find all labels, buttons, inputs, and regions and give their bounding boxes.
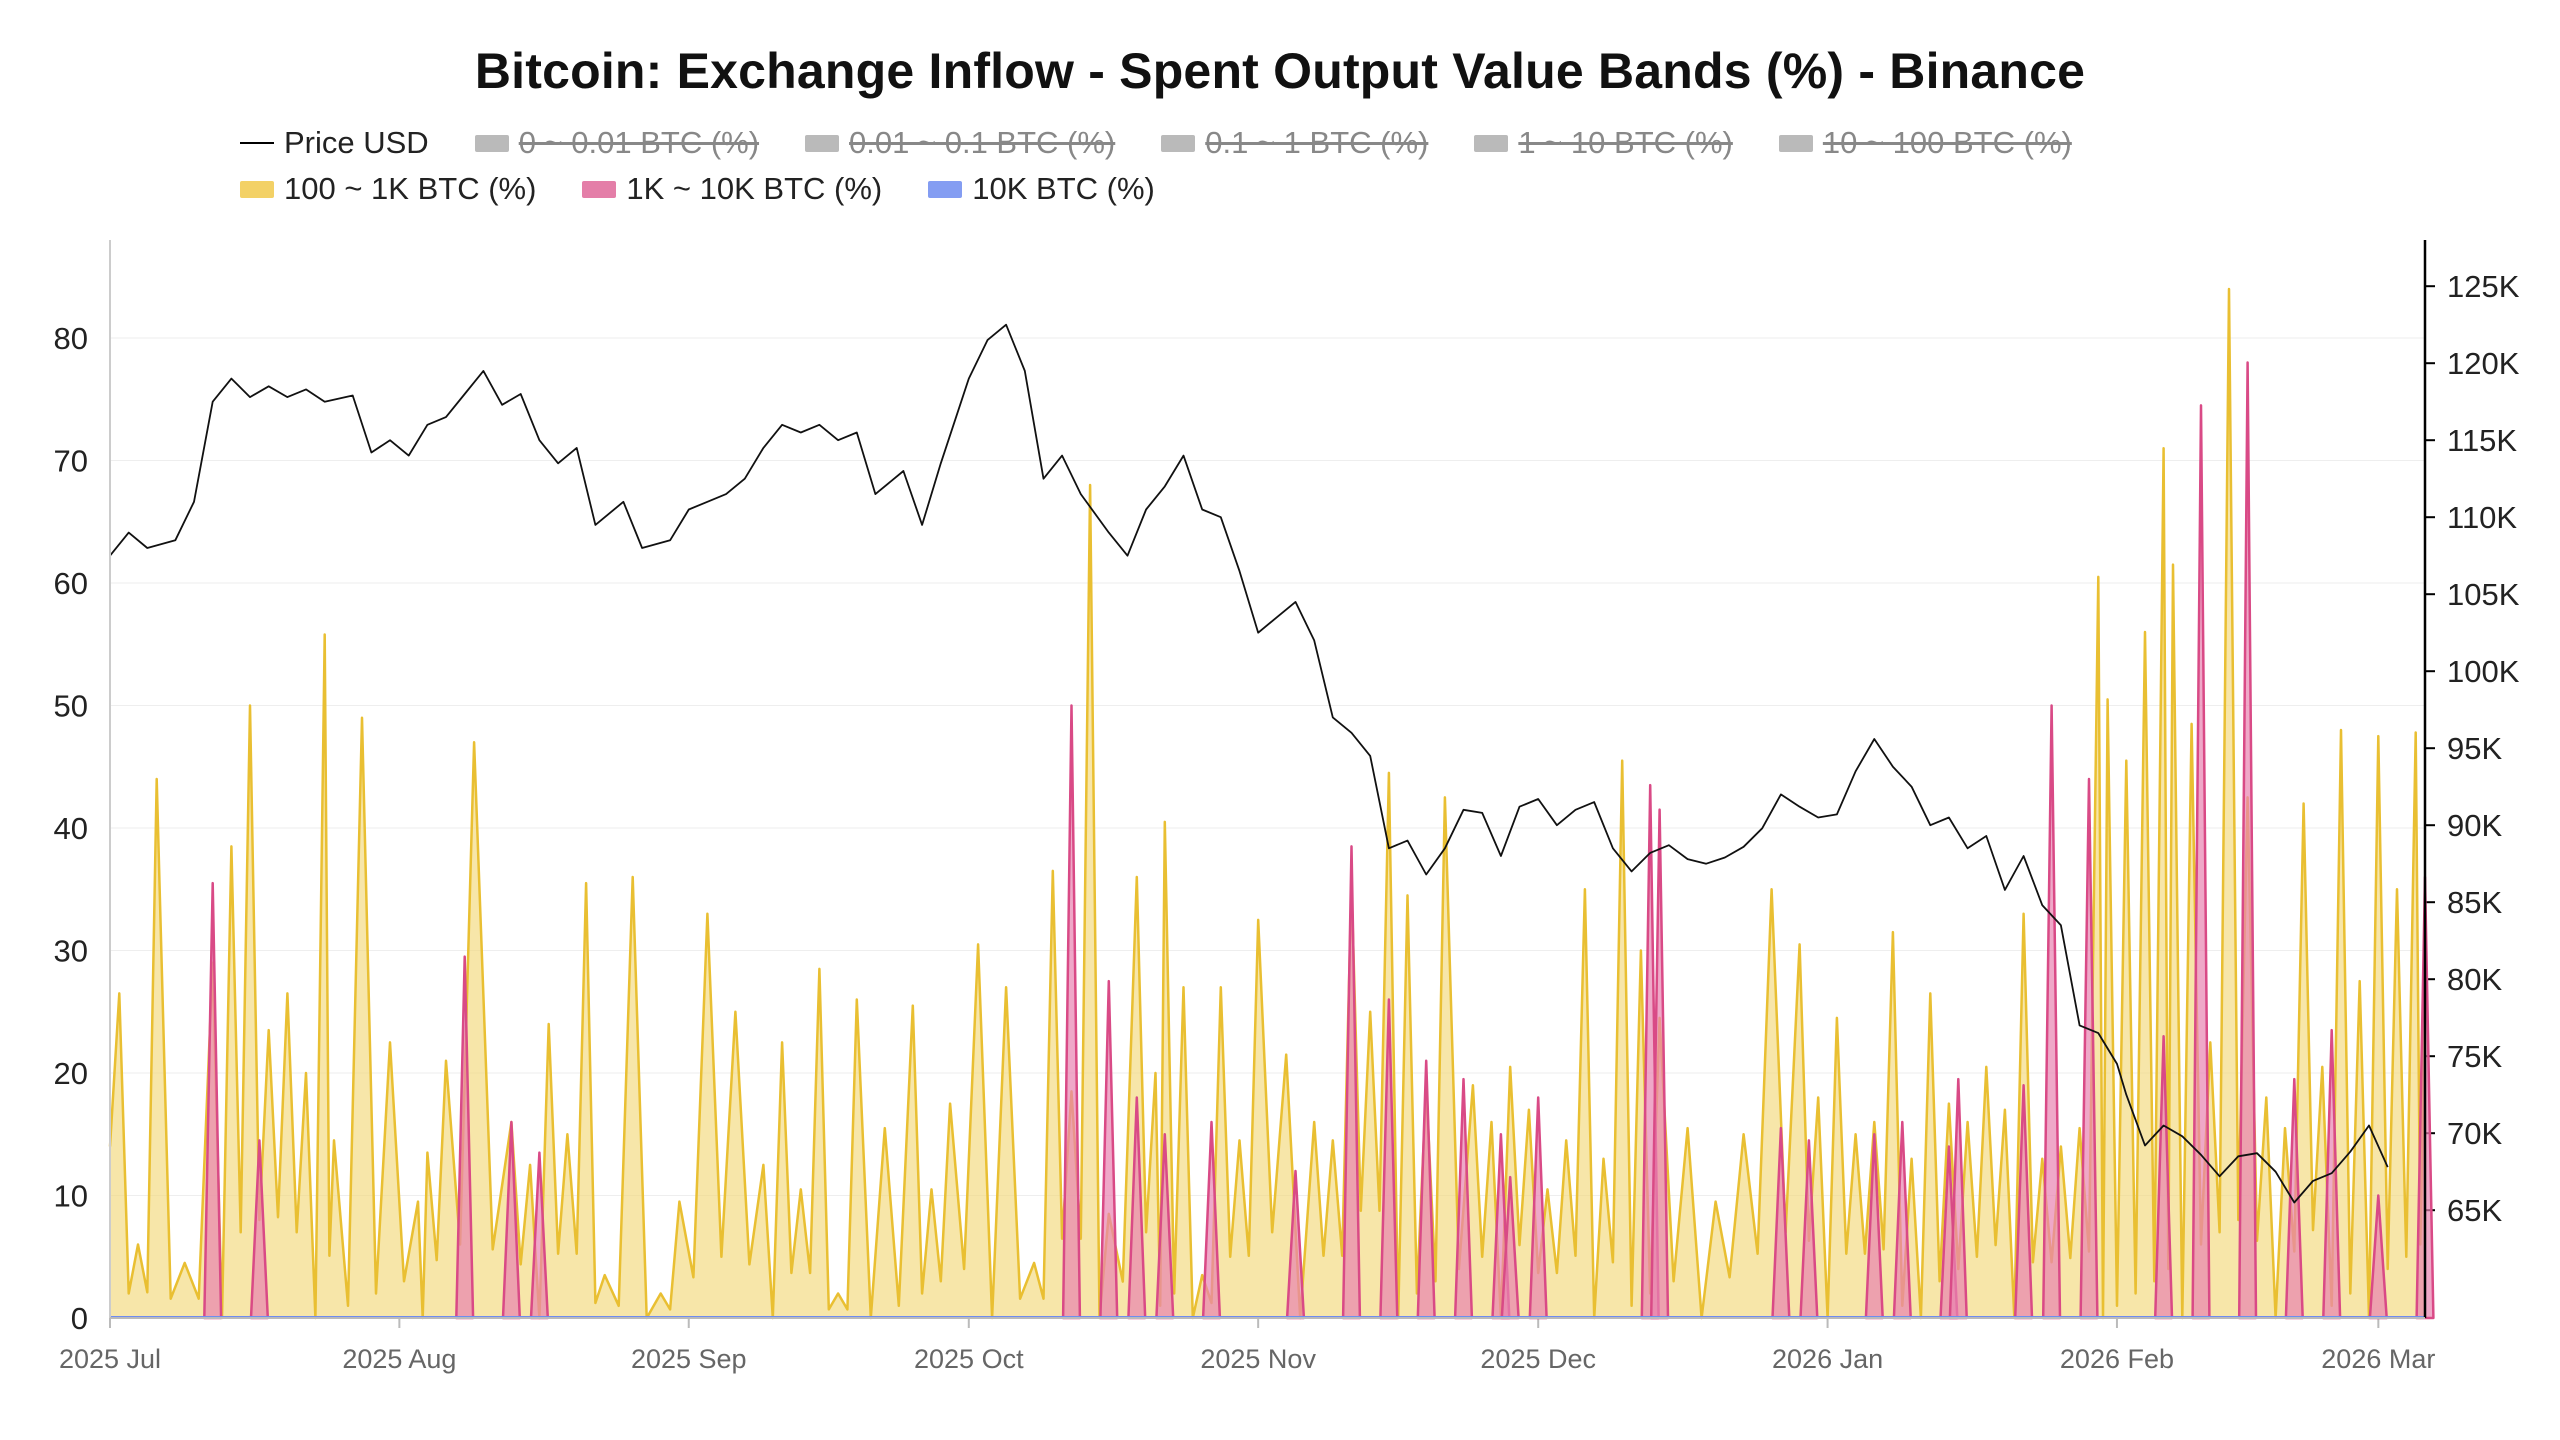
y-right-tick-label: 115K: [2447, 423, 2517, 458]
y-right-tick-label: 125K: [2447, 269, 2520, 304]
legend-item-4[interactable]: 1 ~ 10 BTC (%): [1474, 122, 1733, 164]
series-1k-10k-btc-spike: [1061, 704, 1082, 1320]
chart-title: Bitcoin: Exchange Inflow - Spent Output …: [474, 43, 2086, 99]
legend-label: 0.1 ~ 1 BTC (%): [1205, 125, 1429, 160]
legend-swatch: [240, 142, 274, 144]
y-right-tick-label: 105K: [2447, 577, 2520, 612]
x-tick-label: 2025 Aug: [342, 1344, 456, 1374]
legend-swatch: [240, 180, 274, 198]
legend-item-6[interactable]: 100 ~ 1K BTC (%): [240, 168, 536, 210]
legend-item-0[interactable]: Price USD: [240, 122, 429, 164]
legend-swatch: [928, 180, 963, 198]
legend-item-7[interactable]: 1K ~ 10K BTC (%): [582, 168, 882, 210]
y-left-tick-label: 30: [54, 934, 88, 969]
x-tick-label: 2025 Jul: [59, 1344, 161, 1374]
y-left-tick-label: 0: [71, 1301, 88, 1336]
y-right-tick-label: 120K: [2447, 346, 2520, 381]
legend-swatch: [1161, 134, 1196, 152]
legend-swatch: [1778, 134, 1813, 152]
legend-label: 1K ~ 10K BTC (%): [626, 171, 883, 206]
y-right-tick-label: 90K: [2447, 808, 2502, 843]
legend-item-1[interactable]: 0 ~ 0.01 BTC (%): [474, 122, 760, 164]
legend-swatch: [805, 134, 840, 152]
x-tick-label: 2025 Sep: [631, 1344, 747, 1374]
x-tick-label: 2025 Nov: [1200, 1344, 1316, 1374]
legend-swatch: [1474, 134, 1509, 152]
chart-legend: Price USD 0 ~ 0.01 BTC (%) 0.01 ~ 0.1 BTC …: [240, 122, 2390, 210]
y-right-tick-label: 75K: [2447, 1039, 2502, 1074]
legend-item-2[interactable]: 0.01 ~ 0.1 BTC (%): [805, 122, 1115, 164]
x-tick-label: 2026 Mar: [2321, 1344, 2435, 1374]
legend-swatch: [474, 134, 509, 152]
series-1k-10k-btc-spike: [2237, 361, 2258, 1320]
y-right-tick-label: 100K: [2447, 654, 2520, 689]
y-right-tick-label: 80K: [2447, 962, 2502, 997]
x-tick-label: 2026 Jan: [1772, 1344, 1883, 1374]
y-left-tick-label: 10: [54, 1179, 88, 1214]
series-1k-10k-btc-spike: [2041, 704, 2062, 1320]
legend-label: 10K BTC (%): [972, 171, 1155, 206]
legend-label: 10 ~ 100 BTC (%): [1822, 125, 2072, 160]
legend-label: 1 ~ 10 BTC (%): [1518, 125, 1733, 160]
legend-label: 0 ~ 0.01 BTC (%): [518, 125, 760, 160]
x-tick-label: 2025 Oct: [914, 1344, 1024, 1374]
y-left-tick-label: 50: [54, 689, 88, 724]
x-tick-label: 2025 Dec: [1480, 1344, 1596, 1374]
series-1k-10k-btc-spike: [1099, 979, 1119, 1320]
legend-item-5[interactable]: 10 ~ 100 BTC (%): [1778, 122, 2072, 164]
y-left-tick-label: 80: [54, 321, 88, 356]
y-right-tick-label: 95K: [2447, 731, 2502, 766]
y-left-tick-label: 60: [54, 566, 88, 601]
y-right-tick-label: 85K: [2447, 885, 2502, 920]
legend-item-3[interactable]: 0.1 ~ 1 BTC (%): [1161, 122, 1428, 164]
y-left-tick-label: 40: [54, 811, 88, 846]
series-price-usd-line: [109, 323, 2389, 1204]
y-right-tick-label: 70K: [2447, 1116, 2502, 1151]
x-tick-label: 2026 Feb: [2060, 1344, 2174, 1374]
y-left-tick-label: 70: [54, 444, 88, 479]
legend-label: 100 ~ 1K BTC (%): [284, 171, 537, 206]
y-right-tick-label: 65K: [2447, 1193, 2502, 1228]
legend-label: 0.01 ~ 0.1 BTC (%): [849, 125, 1116, 160]
legend-swatch: [582, 180, 617, 198]
legend-label: Price USD: [284, 125, 429, 160]
y-left-tick-label: 20: [54, 1056, 88, 1091]
y-right-tick-label: 110K: [2447, 500, 2517, 535]
series-100-1k-btc-line: [108, 287, 2427, 1320]
legend-item-8[interactable]: 10K BTC (%): [928, 168, 1155, 210]
